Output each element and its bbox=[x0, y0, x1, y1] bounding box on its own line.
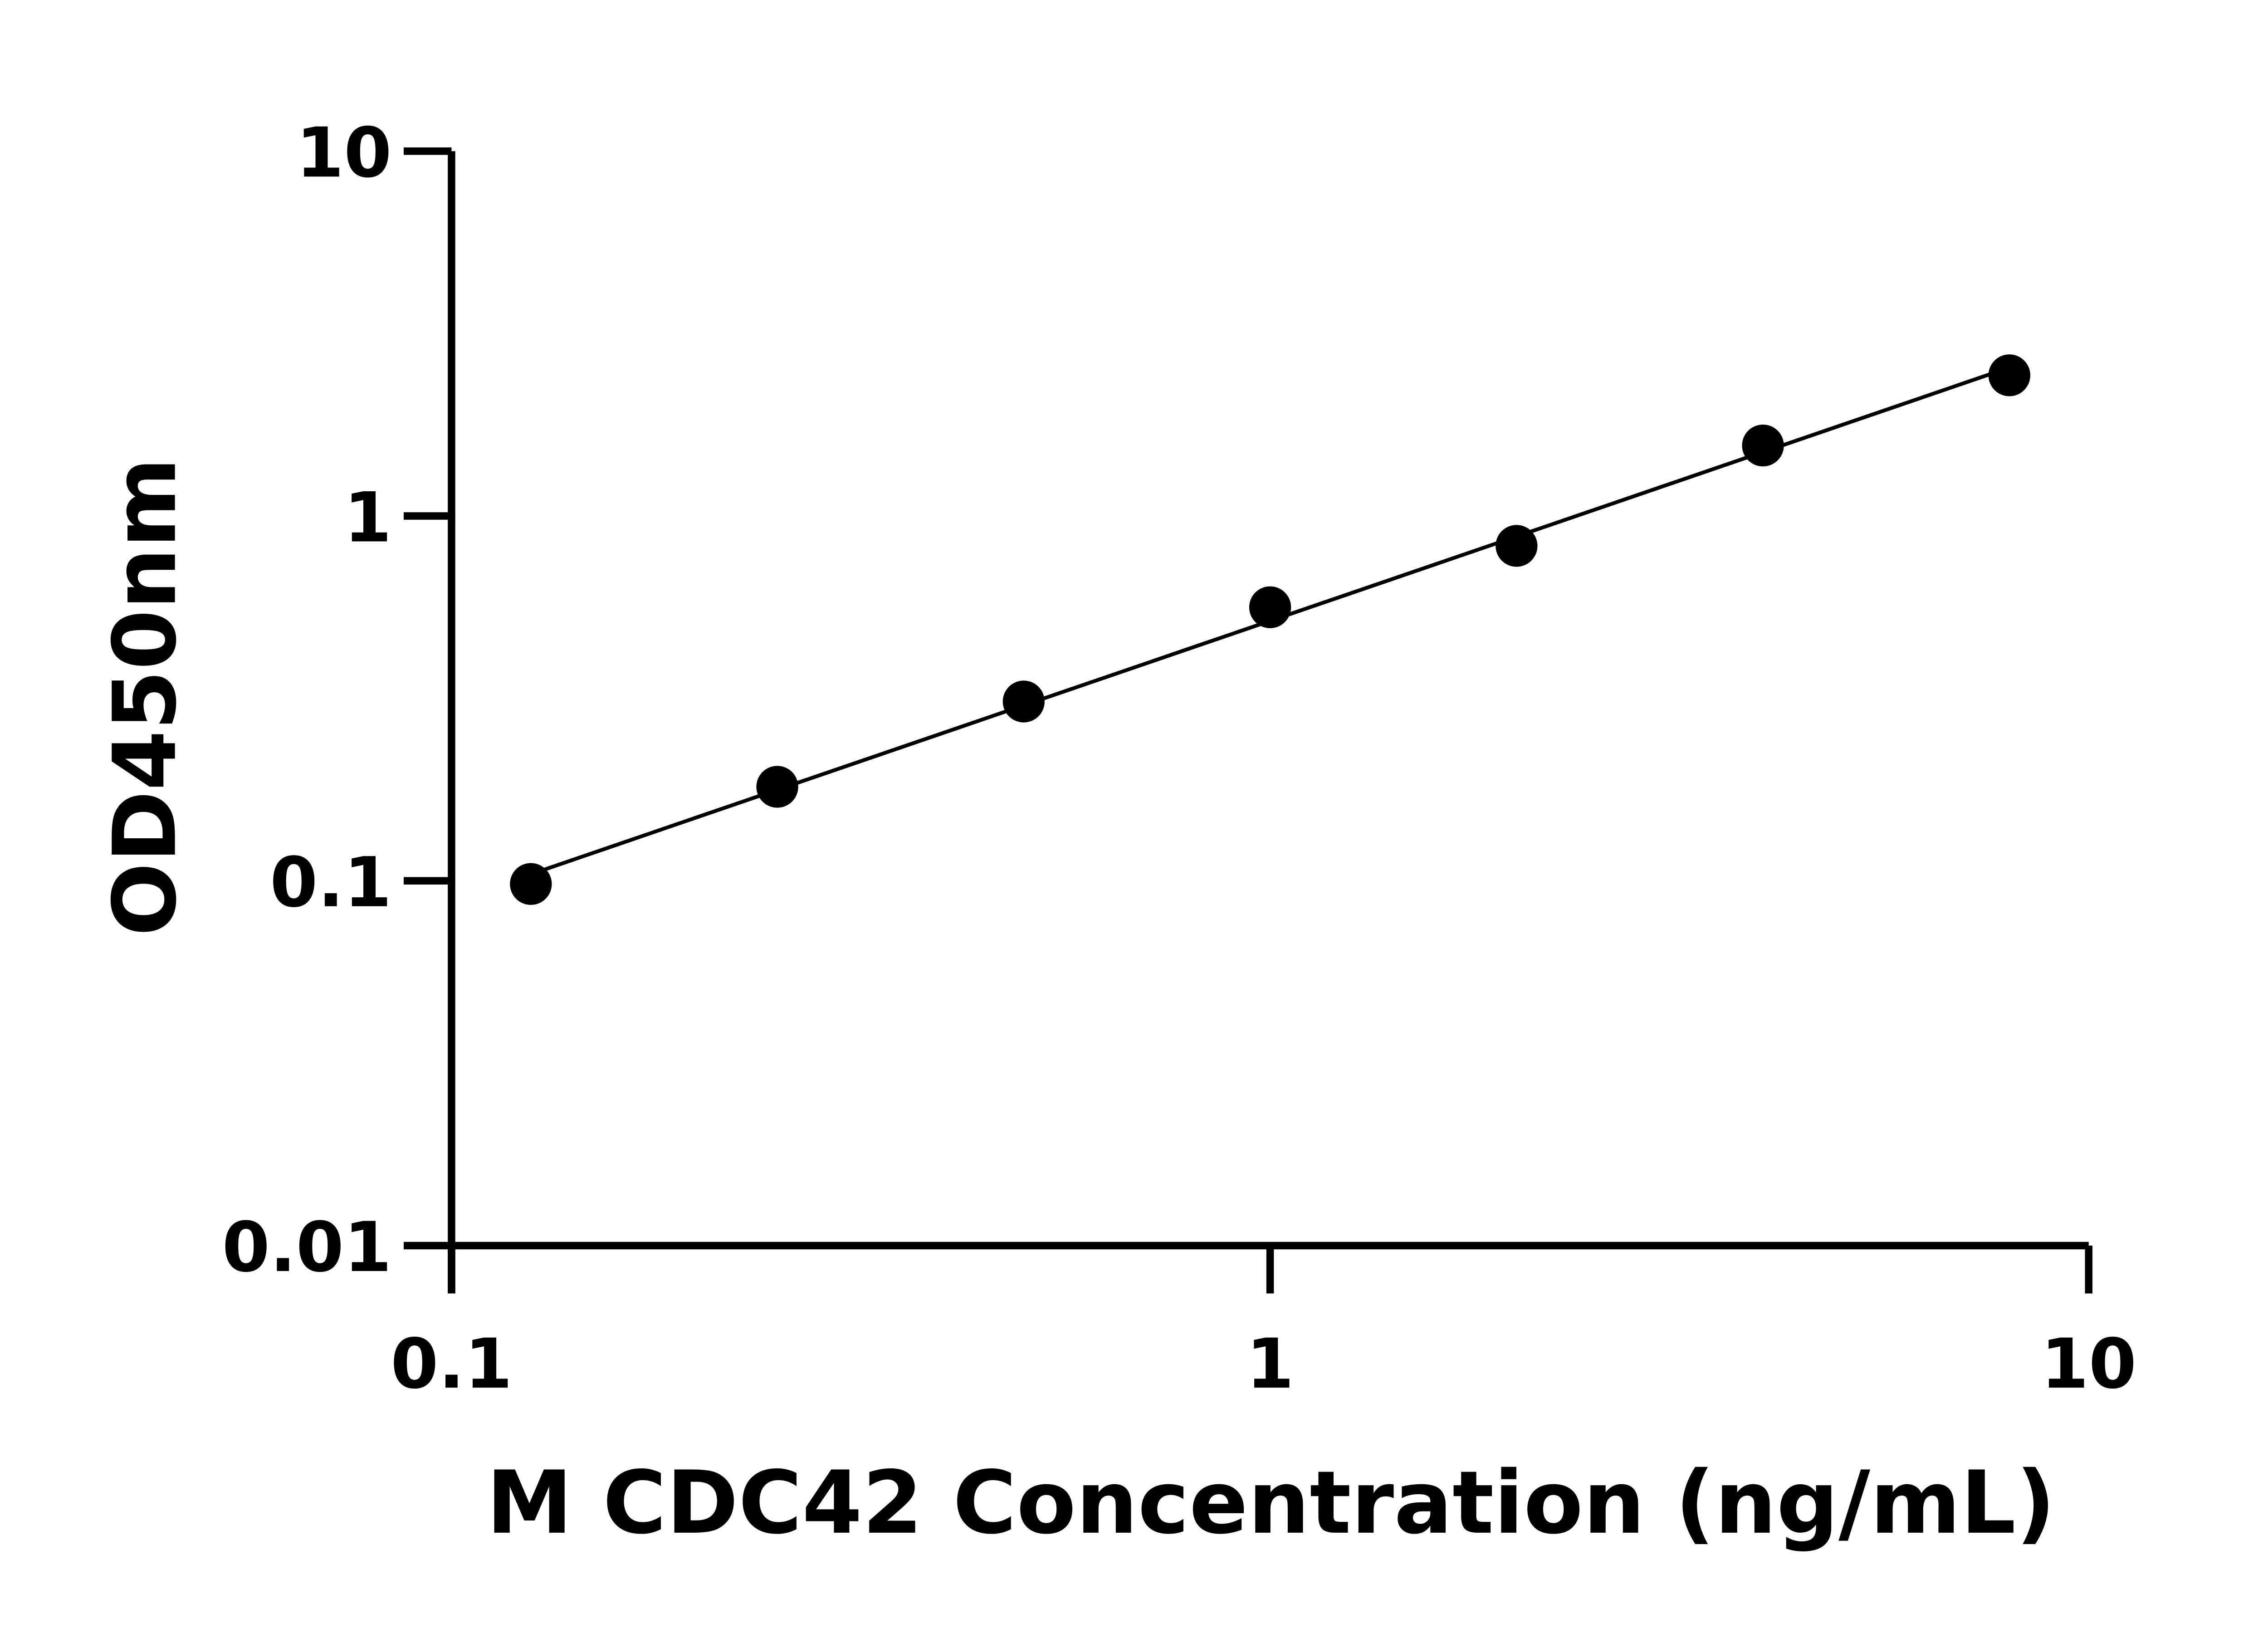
data-points bbox=[510, 354, 2030, 905]
x-axis-label: M CDC42 Concentration (ng/mL) bbox=[486, 1453, 2055, 1554]
data-point bbox=[1002, 680, 1045, 723]
y-tick-label: 0.01 bbox=[222, 1207, 392, 1287]
tick-labels: 0.01 0.1 1 10 0.1 1 10 bbox=[222, 112, 2137, 1404]
data-point bbox=[1496, 525, 1538, 567]
y-tick-label: 1 bbox=[344, 478, 391, 558]
x-tick-label: 1 bbox=[1246, 1324, 1294, 1404]
data-point bbox=[1988, 354, 2030, 396]
data-point bbox=[756, 766, 798, 808]
y-tick-label: 0.1 bbox=[270, 842, 392, 923]
axes bbox=[403, 147, 2092, 1294]
data-point bbox=[510, 863, 552, 905]
data-point bbox=[1742, 425, 1784, 467]
data-point bbox=[1249, 586, 1291, 628]
y-axis-label: OD450nm bbox=[95, 458, 196, 936]
x-tick-label: 10 bbox=[2041, 1324, 2136, 1404]
x-tick-label: 0.1 bbox=[391, 1324, 513, 1404]
y-tick-label: 10 bbox=[296, 112, 392, 193]
